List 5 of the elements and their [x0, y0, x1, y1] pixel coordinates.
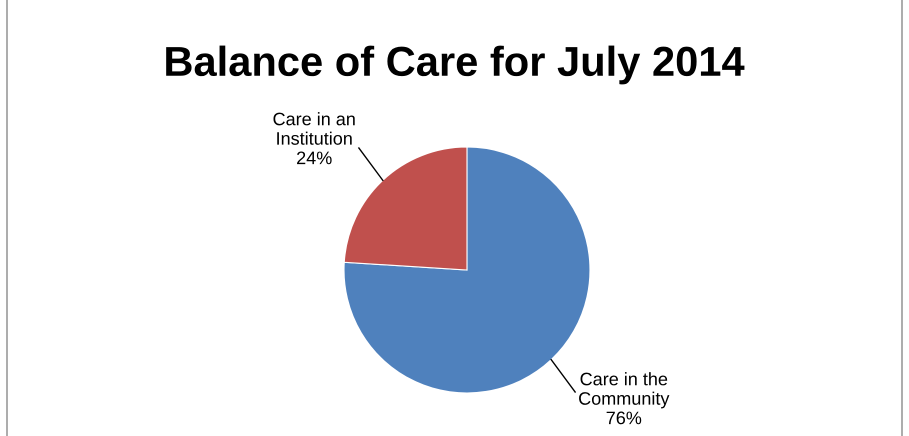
data-label: 24%	[297, 152, 332, 164]
chart-title: Balance of Care for July 2014	[166, 46, 744, 84]
data-label: 76%	[606, 412, 642, 424]
slice-label: Care in the Community	[579, 372, 670, 408]
slice-label: Care in an Institution	[273, 112, 355, 145]
